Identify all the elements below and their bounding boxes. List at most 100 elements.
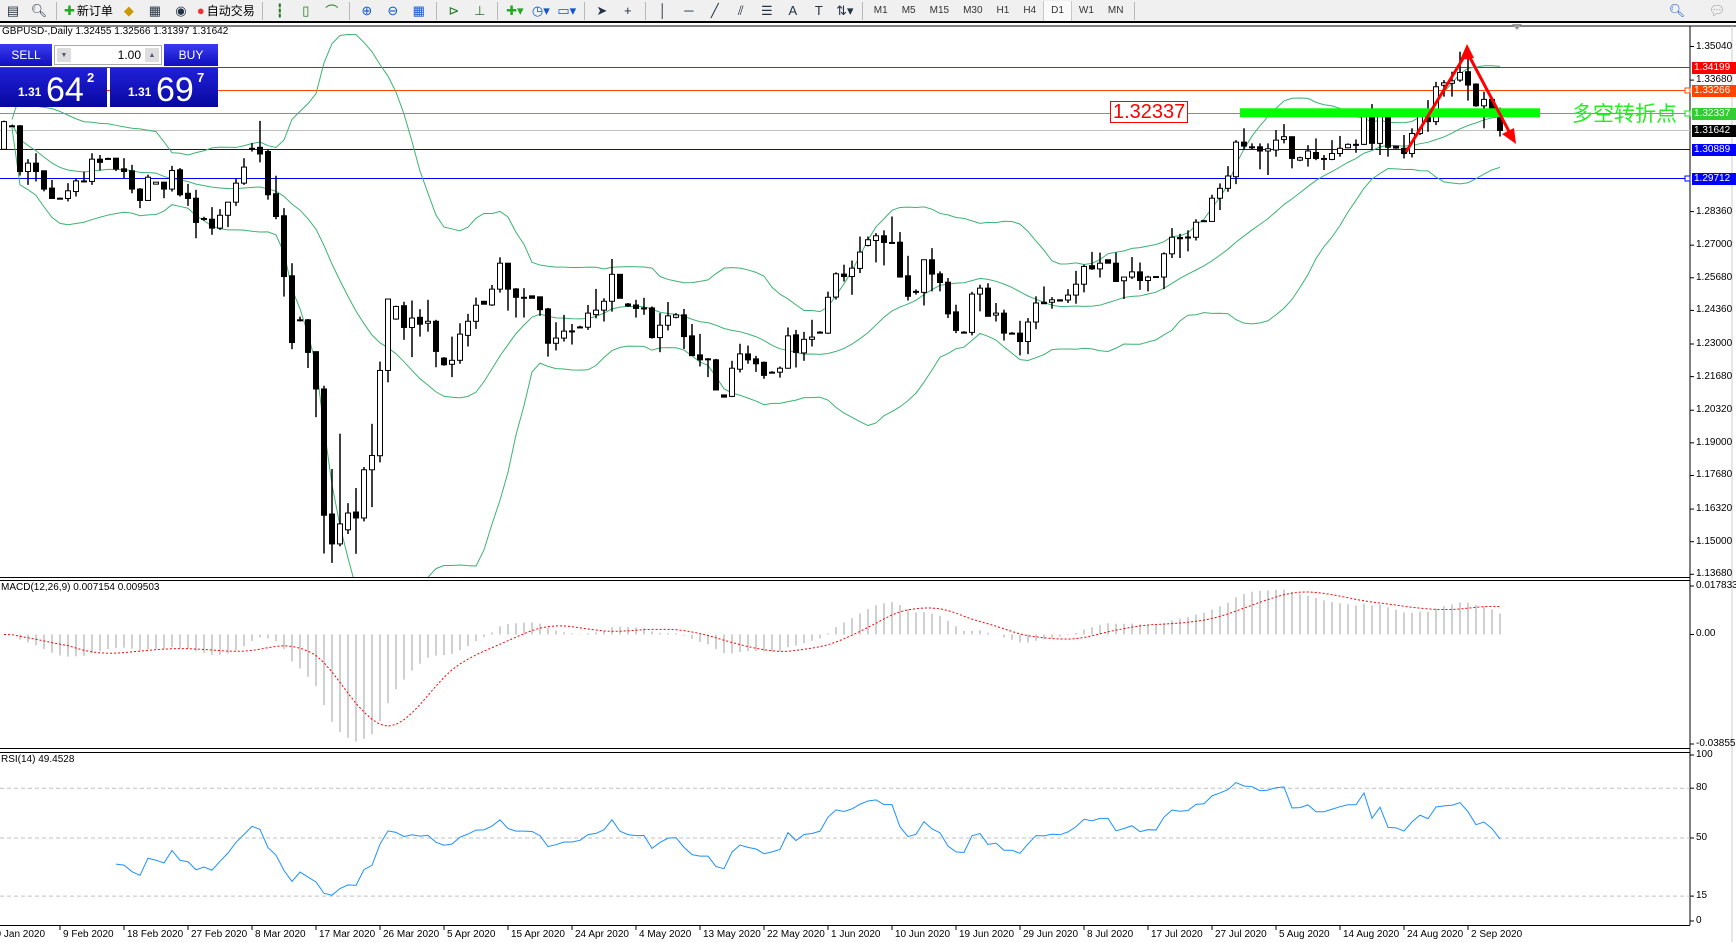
rsi-label: RSI(14) 49.4528 (1, 754, 75, 765)
zoom-in-icon[interactable]: ⊕ (361, 2, 373, 18)
candle-bear (689, 335, 695, 357)
text-icon[interactable]: A (788, 3, 798, 18)
toolbar-separator (261, 1, 263, 20)
timeframe-m5[interactable]: M5 (901, 5, 916, 16)
trendline-icon[interactable]: ╱ (710, 2, 719, 18)
candle-bull (1225, 175, 1231, 189)
buy-price[interactable]: 1.31 69 7 (110, 68, 218, 107)
price-tick-label: 1.13680 (1696, 568, 1733, 580)
toolbar-separator (496, 1, 498, 20)
fibonacci-icon[interactable]: ☰ (760, 2, 773, 18)
candle-bull (1457, 71, 1463, 81)
line-chart-icon[interactable]: ⌒ (325, 4, 339, 19)
vertical-line-icon[interactable]: │ (658, 3, 667, 18)
candle-bear (1289, 136, 1295, 159)
candle-bull (225, 201, 231, 216)
candle-bull (777, 367, 783, 373)
zoom-window-icon[interactable]: 🔍︎ (30, 2, 48, 18)
date-label: 22 May 2020 (767, 929, 825, 940)
price-level-label: 1.33266 (1692, 84, 1736, 97)
chat-icon[interactable]: 💬︎ (1708, 3, 1726, 18)
timeframe-mn[interactable]: MN (1107, 5, 1124, 16)
arrows-icon[interactable]: ⇅▾ (836, 2, 854, 18)
price-level-label: 1.30889 (1692, 143, 1736, 156)
periods-icon[interactable]: ◷▾ (531, 2, 550, 18)
data-window-icon[interactable]: ▦ (148, 2, 162, 18)
candle-bull (1121, 276, 1127, 282)
timeframe-h4[interactable]: H4 (1023, 5, 1037, 16)
auto-scroll-icon[interactable]: ⊳ (448, 2, 460, 18)
price-tick-label: 1.20320 (1696, 404, 1733, 416)
bar-chart-icon[interactable]: ┇ (275, 2, 284, 18)
tile-windows-icon[interactable]: ▦ (412, 2, 425, 18)
timeframe-m15[interactable]: M15 (929, 5, 950, 16)
timeframe-m1[interactable]: M1 (873, 5, 888, 16)
candlestick-icon[interactable]: ▯ (302, 2, 310, 18)
date-label: 5 Aug 2020 (1279, 929, 1330, 940)
timeframe-w1[interactable]: W1 (1078, 5, 1094, 16)
candle-bear (121, 168, 127, 173)
crosshair-icon[interactable]: + (624, 3, 632, 18)
cursor-icon[interactable]: ➤ (596, 2, 608, 18)
new-chart-icon[interactable]: ▤ (6, 2, 20, 18)
candle-bear (945, 281, 951, 315)
new-order-button[interactable]: ✚ 新订单 (61, 1, 116, 21)
sell-button[interactable]: SELL (0, 44, 52, 66)
candle-bull (457, 333, 463, 361)
date-label: 4 May 2020 (639, 929, 692, 940)
candle-bull (473, 304, 479, 322)
candle-bear (41, 170, 47, 190)
timeframe-d1[interactable]: D1 (1043, 0, 1072, 21)
candle-bull (993, 312, 999, 316)
price-tick-label: 1.15000 (1696, 535, 1733, 547)
candle-bear (33, 162, 39, 173)
sell-price[interactable]: 1.31 64 2 (0, 68, 107, 107)
zoom-out-icon[interactable]: ⊖ (387, 2, 399, 18)
candle-bear (1313, 152, 1319, 159)
price-annotation-text[interactable]: 1.32337 (1110, 101, 1189, 123)
date-label: 8 Jul 2020 (1087, 929, 1134, 940)
arrow-head-up-icon (1460, 44, 1474, 60)
chart-shift-icon[interactable]: ⊥ (474, 2, 486, 18)
signals-icon[interactable]: ◉ (175, 2, 187, 18)
equidistant-channel-icon[interactable]: ⫽ (737, 2, 744, 18)
search-icon[interactable]: 🔍︎ (1668, 3, 1686, 18)
candle-bull (1209, 197, 1215, 222)
candle-bear (433, 320, 439, 352)
date-label: 17 Mar 2020 (319, 929, 376, 940)
candle-bull (569, 330, 575, 333)
indicators-icon[interactable]: ✚▾ (506, 2, 524, 18)
price-tick-label: 1.28360 (1696, 205, 1733, 217)
lot-decrease-icon[interactable]: ▼ (57, 48, 71, 62)
candle-bear (1041, 301, 1047, 305)
pivot-zone-band (1240, 108, 1540, 118)
date-label: 24 Aug 2020 (1407, 929, 1464, 940)
pivot-point-annotation-text[interactable]: 多空转折点 (1572, 102, 1677, 126)
arrow-head-down-icon (1502, 128, 1516, 144)
sell-pips: 64 (46, 71, 84, 109)
candle-bull (369, 454, 375, 471)
candle-bear (417, 316, 423, 325)
timeframe-m30[interactable]: M30 (963, 5, 983, 16)
candle-bear (1113, 262, 1119, 282)
sell-point: 2 (87, 70, 95, 85)
price-tick-label: 1.33680 (1696, 74, 1733, 86)
candle-bull (1145, 276, 1151, 282)
auto-trading-button[interactable]: ● 自动交易 (194, 1, 258, 21)
candle-bull (145, 176, 151, 201)
candle-bull (641, 307, 647, 310)
date-label: 2 Sep 2020 (1471, 929, 1523, 940)
text-label-icon[interactable]: T (814, 3, 823, 18)
templates-icon[interactable]: ▭▾ (557, 2, 577, 18)
horizontal-line-icon[interactable]: ─ (684, 3, 694, 18)
candle-bull (729, 367, 735, 397)
timeframe-h1[interactable]: H1 (996, 5, 1010, 16)
buy-button[interactable]: BUY (164, 44, 218, 66)
candle-bear (705, 358, 711, 361)
candle-bull (153, 181, 159, 185)
navigator-icon[interactable]: ◆ (123, 2, 134, 18)
lot-size-input[interactable]: ▼ 1.00 ▲ (54, 45, 162, 65)
lot-increase-icon[interactable]: ▲ (145, 48, 159, 62)
candle-bear (513, 288, 519, 298)
